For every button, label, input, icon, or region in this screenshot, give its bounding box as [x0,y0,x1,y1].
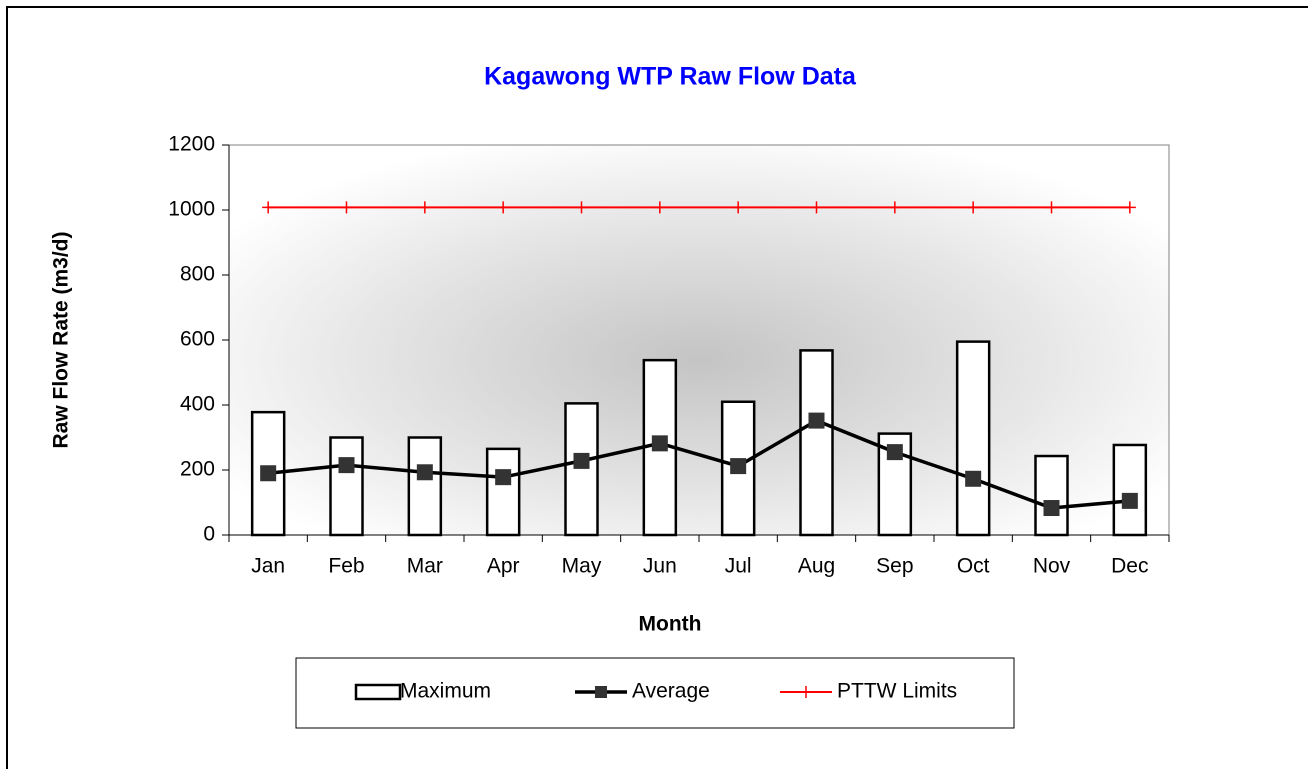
bar [955,340,991,537]
bar [799,349,834,537]
point [416,464,433,481]
bar [329,436,364,537]
x-tick-label: Jun [643,555,677,578]
point [497,201,510,214]
x-tick-label: Feb [328,555,364,578]
point [888,201,901,214]
y-tick-label: 0 [203,523,215,546]
point [495,469,512,486]
frame [6,6,1308,769]
legend-swatch [354,683,402,701]
x-tick-label: Dec [1111,555,1148,578]
bar [407,436,443,537]
point [732,201,745,214]
point [730,458,747,475]
point [1123,201,1136,214]
x-tick-label: Sep [876,555,913,578]
point [573,452,590,469]
point [575,201,588,214]
x-tick-label: Aug [798,555,835,578]
x-axis-label: Month [639,613,702,636]
legend [295,657,1015,729]
point [965,470,982,487]
point [338,457,355,474]
plot-area [228,144,1170,536]
point [967,201,980,214]
y-tick-label: 1200 [168,133,215,156]
point [651,435,668,452]
bar [485,447,521,537]
bar [1112,443,1148,537]
point [418,201,431,214]
legend-label: Average [632,680,710,703]
point [340,201,353,214]
x-tick-label: May [562,555,602,578]
bar [1034,454,1069,537]
x-tick-label: Jan [251,555,285,578]
x-tick-label: Mar [407,555,443,578]
legend-marker [595,686,607,698]
x-tick-label: Nov [1033,555,1071,578]
point [1121,492,1138,509]
point [808,412,825,429]
x-tick-label: Oct [957,555,990,578]
x-tick-label: Apr [487,555,520,578]
point [886,444,903,461]
y-tick-label: 800 [180,263,215,286]
chart-title: Kagawong WTP Raw Flow Data [484,63,857,91]
y-tick-label: 200 [180,458,215,481]
point [1043,500,1060,517]
bar [564,402,599,537]
point [262,201,275,214]
legend-label: Maximum [400,680,491,703]
y-tick-label: 1000 [168,198,215,221]
point [810,201,823,214]
point [1045,201,1058,214]
point [260,465,277,482]
y-tick-label: 600 [180,328,215,351]
line [267,418,1130,510]
y-tick-label: 400 [180,393,215,416]
legend-label: PTTW Limits [837,680,957,703]
x-tick-label: Jul [725,555,752,578]
y-axis-label: Raw Flow Rate (m3/d) [50,231,73,448]
point [653,201,666,214]
